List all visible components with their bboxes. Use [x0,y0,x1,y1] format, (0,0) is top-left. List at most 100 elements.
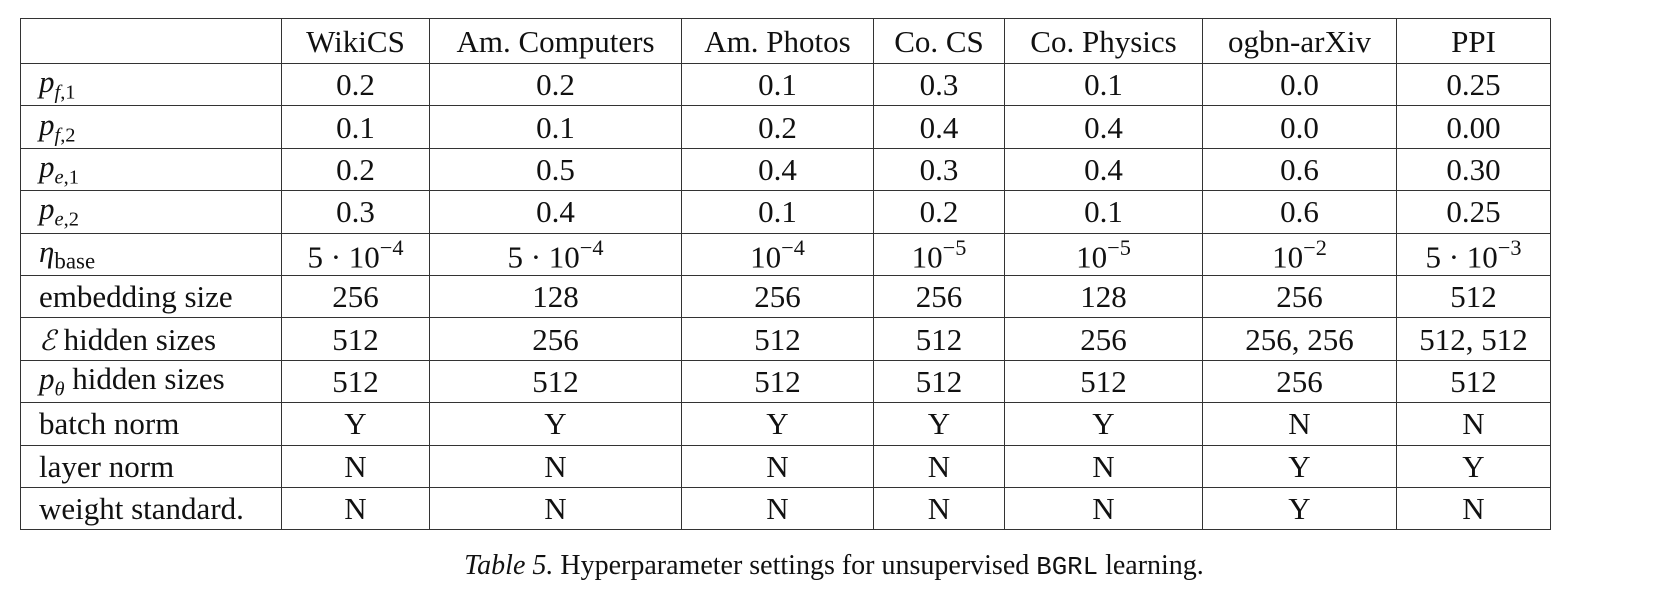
table-row: ηbase 5 · 10−4 5 · 10−4 10−4 10−5 10−5 1… [20,232,1551,276]
table-cell: 0.1 [1004,190,1203,234]
caption-text-before: Hyperparameter settings for unsupervised [553,550,1037,581]
row-label-eta-base: ηbase [20,232,282,276]
table-cell: N [1396,402,1551,446]
table-cell: 0.6 [1202,147,1397,191]
table-cell: 0.4 [681,147,874,191]
lr-cell: 5 · 10−4 [429,232,682,276]
table-caption: Table 5. Hyperparameter settings for uns… [0,550,1668,582]
table-cell: Y [1202,444,1397,488]
table-cell: Y [1004,402,1203,446]
table-cell: Y [429,402,682,446]
lr-coef: 5 · [507,238,549,274]
table-cell: 0.2 [281,62,430,106]
row-label-weight-standard: weight standard. [20,486,282,531]
column-header: Am. Photos [681,18,874,64]
row-label-layer-norm: layer norm [20,444,282,488]
table-cell: 512 [281,317,430,361]
table-cell: 0.4 [1004,105,1203,149]
caption-label: Table 5. [464,550,554,581]
table-cell: N [1004,486,1203,531]
table-cell: N [429,444,682,488]
lr-cell: 10−5 [1004,232,1203,276]
table-cell: N [281,444,430,488]
row-label-batch-norm: batch norm [20,402,282,446]
table-cell: 0.3 [281,190,430,234]
table-cell: N [873,486,1005,531]
lr-cell: 5 · 10−4 [281,232,430,276]
architecture-section: ηbase 5 · 10−4 5 · 10−4 10−4 10−5 10−5 1… [20,232,1551,403]
lr-exp: −2 [1303,234,1327,260]
lr-coef: 5 · [307,238,349,274]
row-label-pf2: pf,2 [20,105,282,149]
table-cell: 0.25 [1396,62,1551,106]
table-cell: 0.1 [681,62,874,106]
table-row: embedding size 256 128 256 256 128 256 5… [20,274,1551,318]
table-cell: 256 [873,274,1005,318]
table-cell: N [429,486,682,531]
table-cell: 512 [1396,359,1551,403]
table-cell: 512 [681,317,874,361]
table-cell: 512 [429,359,682,403]
lr-exp: −5 [942,234,967,260]
table-cell: N [1202,402,1397,446]
table-cell: Y [873,402,1005,446]
row-label-predictor-hidden: pθ hidden sizes [20,359,282,403]
table-cell: 0.30 [1396,147,1551,191]
table-cell: 512 [1004,359,1203,403]
row-label-embedding-size: embedding size [20,274,282,318]
table-cell: 0.3 [873,147,1005,191]
table-cell: 0.2 [281,147,430,191]
table-cell: 0.2 [681,105,874,149]
table-row: pθ hidden sizes 512 512 512 512 512 256 … [20,359,1551,403]
table-cell: Y [681,402,874,446]
table-row: pe,1 0.2 0.5 0.4 0.3 0.4 0.6 0.30 [20,147,1551,191]
augmentation-section: pf,1 0.2 0.2 0.1 0.3 0.1 0.0 0.25 pf,2 0… [20,62,1551,234]
table-cell: 512 [1396,274,1551,318]
table-cell: 128 [429,274,682,318]
table-cell: 0.1 [281,105,430,149]
table-cell: 512, 512 [1396,317,1551,361]
table-cell: Y [1202,486,1397,531]
table-cell: N [281,486,430,531]
table-cell: N [873,444,1005,488]
table-cell: 0.2 [873,190,1005,234]
lr-exp: −4 [579,234,604,260]
table-row: pf,2 0.1 0.1 0.2 0.4 0.4 0.0 0.00 [20,105,1551,149]
table-cell: 512 [681,359,874,403]
row-label-pe2: pe,2 [20,190,282,234]
header-row: WikiCS Am. Computers Am. Photos Co. CS C… [20,18,1551,64]
table-cell: 512 [873,359,1005,403]
corner-cell [20,18,282,64]
table-cell: 256 [281,274,430,318]
lr-cell: 10−5 [873,232,1005,276]
table-cell: 0.1 [429,105,682,149]
table-row: layer norm N N N N N Y Y [20,444,1551,488]
table-row: ℰ hidden sizes 512 256 512 512 256 256, … [20,317,1551,361]
table-cell: Y [281,402,430,446]
lr-exp: −4 [379,234,404,260]
table-cell: 0.2 [429,62,682,106]
table-cell: 0.4 [429,190,682,234]
table-cell: 0.4 [873,105,1005,149]
lr-coef: 5 · [1425,238,1467,274]
row-label-encoder-hidden: ℰ hidden sizes [20,317,282,361]
row-label-pf1: pf,1 [20,62,282,106]
table-row: weight standard. N N N N N Y N [20,486,1551,531]
column-header: Co. Physics [1004,18,1203,64]
table-cell: 0.1 [1004,62,1203,106]
lr-cell: 10−4 [681,232,874,276]
table-cell: 0.25 [1396,190,1551,234]
table-cell: 256 [1202,359,1397,403]
table-cell: N [681,486,874,531]
caption-method: BGRL [1036,553,1099,582]
table-cell: 0.0 [1202,105,1397,149]
column-header: WikiCS [281,18,430,64]
table-row: pe,2 0.3 0.4 0.1 0.2 0.1 0.6 0.25 [20,190,1551,234]
lr-exp: −3 [1497,234,1522,260]
table-cell: 128 [1004,274,1203,318]
lr-cell: 5 · 10−3 [1396,232,1551,276]
table-row: batch norm Y Y Y Y Y N N [20,402,1551,446]
table-cell: 0.4 [1004,147,1203,191]
table-cell: N [1396,486,1551,531]
column-header: ogbn-arXiv [1202,18,1397,64]
